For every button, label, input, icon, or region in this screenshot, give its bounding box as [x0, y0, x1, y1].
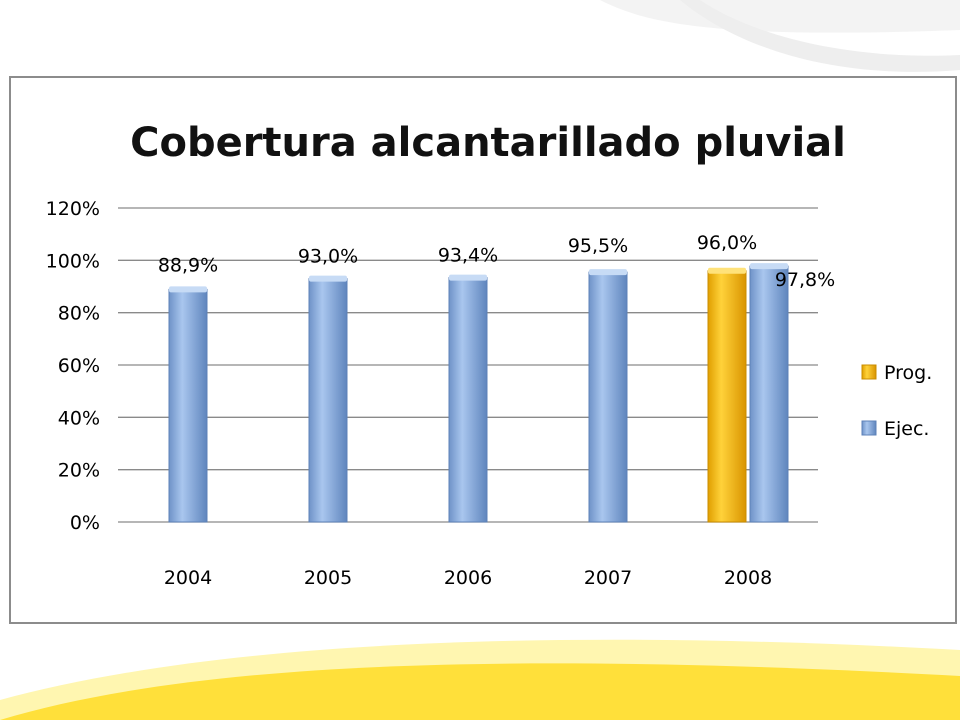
bar-prog-2008 — [707, 270, 747, 523]
data-label-ejec-2004: 88,9% — [158, 254, 218, 276]
bar-ejec-top — [750, 263, 788, 270]
bar-prog-top — [708, 267, 746, 274]
legend-swatch-prog — [861, 364, 877, 380]
data-labels: 88,9% 93,0% 93,4% 95,5% 96,0% 97,8% — [158, 232, 835, 291]
x-category-label: 2007 — [584, 567, 632, 589]
y-tick-label: 60% — [58, 355, 100, 377]
x-axis-categories: 2004 2005 2006 2007 2008 — [164, 567, 772, 589]
bar-ejec-top — [169, 286, 207, 293]
bar-ejec-2004 — [168, 288, 208, 523]
chart-title: Cobertura alcantarillado pluvial — [130, 120, 846, 166]
y-tick-label: 80% — [58, 303, 100, 325]
legend-swatch-ejec — [861, 420, 877, 436]
data-label-ejec-2005: 93,0% — [298, 246, 358, 268]
data-label-ejec-2008: 97,8% — [775, 269, 835, 291]
x-category-label: 2004 — [164, 567, 212, 589]
y-tick-label: 20% — [58, 460, 100, 482]
data-label-ejec-2007: 95,5% — [568, 235, 628, 257]
y-tick-label: 120% — [46, 198, 100, 220]
bar-ejec-top — [589, 269, 627, 276]
bar-ejec-top — [449, 274, 487, 281]
legend: Prog. Ejec. — [861, 362, 932, 440]
x-category-label: 2006 — [444, 567, 492, 589]
y-axis-ticks: 0% 20% 40% 60% 80% 100% 120% — [46, 198, 100, 534]
data-label-ejec-2006: 93,4% — [438, 245, 498, 267]
legend-label: Ejec. — [884, 418, 929, 440]
y-tick-label: 0% — [70, 512, 100, 534]
bottom-swoosh — [0, 663, 960, 720]
bars — [168, 263, 789, 523]
x-category-label: 2008 — [724, 567, 772, 589]
bar-ejec-top — [309, 275, 347, 282]
top-right-decoration-arc — [680, 0, 960, 72]
bar-ejec-2007 — [588, 271, 628, 523]
y-tick-label: 100% — [46, 250, 100, 272]
bar-ejec-2006 — [448, 277, 488, 523]
bar-ejec-2005 — [308, 278, 348, 523]
bar-ejec-2008 — [749, 265, 789, 523]
data-label-prog-2008: 96,0% — [697, 232, 757, 254]
legend-label: Prog. — [884, 362, 932, 384]
x-category-label: 2005 — [304, 567, 352, 589]
y-tick-label: 40% — [58, 407, 100, 429]
top-right-decoration — [600, 0, 960, 33]
